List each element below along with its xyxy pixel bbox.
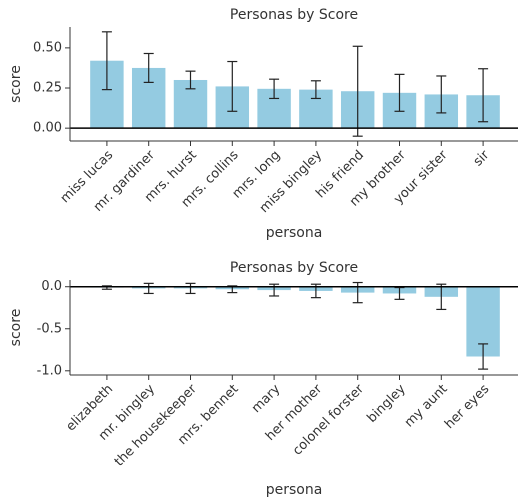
x-tick-label: mary: [249, 381, 284, 416]
chart-title: Personas by Score: [230, 260, 358, 276]
y-axis-label: score: [8, 65, 24, 103]
y-tick-label: 0.00: [33, 121, 62, 136]
error-bar: [310, 80, 321, 100]
x-axis-label: persona: [266, 482, 323, 498]
error-bar: [101, 31, 112, 91]
error-bar: [478, 68, 489, 123]
x-axis-label: persona: [266, 225, 323, 241]
y-axis-label: score: [8, 309, 24, 347]
error-bar: [394, 286, 405, 300]
error-bar: [185, 282, 196, 295]
error-bar: [227, 60, 238, 112]
y-tick-label: 0.0: [41, 279, 62, 294]
error-bar: [436, 283, 447, 311]
x-tick-label: colonel forster: [290, 381, 367, 458]
error-bar: [185, 70, 196, 90]
chart-title: Personas by Score: [230, 7, 358, 23]
error-bar: [478, 343, 489, 370]
error-bar: [143, 282, 154, 295]
y-tick-label: 0.25: [33, 81, 62, 96]
error-bar: [269, 78, 280, 100]
y-tick-label: -0.5: [37, 321, 62, 336]
error-bar: [436, 75, 447, 114]
error-bar: [394, 73, 405, 112]
error-bar: [143, 52, 154, 83]
x-tick-label: sir: [471, 147, 493, 169]
y-tick-label: -1.0: [37, 363, 62, 378]
x-tick-label: her eyes: [442, 382, 492, 432]
y-tick-label: 0.50: [33, 40, 62, 55]
error-bar: [352, 281, 363, 304]
error-bar: [352, 45, 363, 137]
